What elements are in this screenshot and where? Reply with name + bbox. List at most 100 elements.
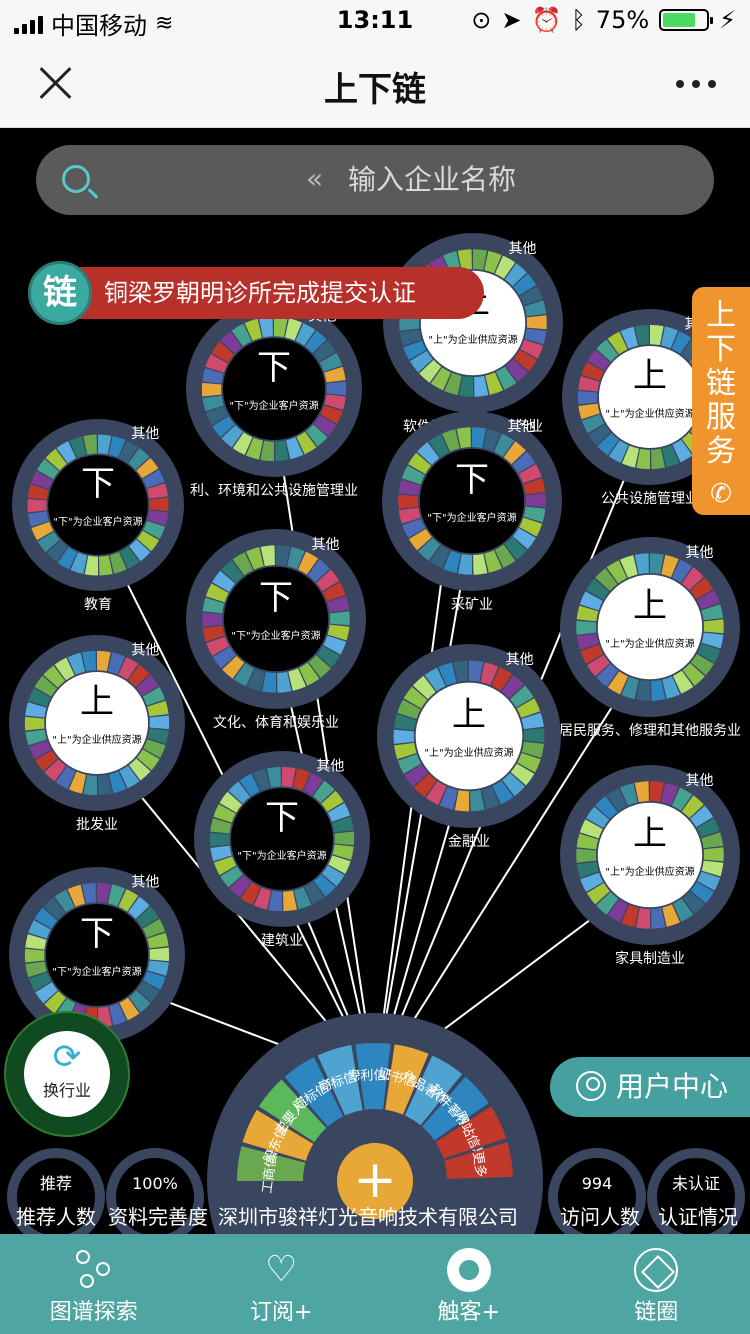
ring-segment[interactable] (305, 330, 327, 353)
ring-segment[interactable] (83, 774, 97, 796)
ring-segment[interactable] (25, 934, 47, 950)
ring-segment[interactable] (524, 328, 547, 345)
ring-segment[interactable] (430, 367, 452, 391)
ring-segment[interactable] (456, 427, 471, 449)
ring-segment[interactable] (393, 729, 415, 744)
ring-segment[interactable] (326, 381, 347, 396)
ring-segment[interactable] (308, 655, 331, 678)
ring-segment[interactable] (580, 872, 604, 892)
ring-segment[interactable] (327, 624, 350, 641)
ring-segment[interactable] (307, 559, 330, 583)
ring-segment[interactable] (107, 884, 126, 907)
ring-segment[interactable] (245, 437, 264, 460)
ring-segment[interactable] (401, 465, 425, 485)
industry-ring[interactable]: 下"下"为企业客户资源其他业 (9, 867, 185, 1065)
ring-segment[interactable] (129, 539, 151, 562)
ring-segment[interactable] (282, 766, 296, 788)
visitors-label[interactable]: 访问人数 (560, 1205, 640, 1229)
hub-segment[interactable] (355, 1043, 391, 1110)
ring-segment[interactable] (607, 671, 629, 695)
ring-segment[interactable] (136, 906, 159, 928)
ring-segment[interactable] (228, 781, 251, 804)
add-button[interactable] (337, 1143, 413, 1219)
ring-segment[interactable] (419, 359, 442, 383)
ring-segment[interactable] (202, 625, 225, 642)
ring-segment[interactable] (287, 546, 305, 570)
hub-segment[interactable] (317, 1045, 363, 1116)
ring-segment[interactable] (662, 445, 680, 468)
ring-segment[interactable] (316, 569, 340, 592)
ring-segment[interactable] (43, 897, 66, 920)
graph-canvas[interactable]: 上"上"为企业供应资源其他软件和信息技术服务业下"下"为企业客户资源其他利、环境… (0, 129, 750, 1234)
ring-segment[interactable] (147, 700, 169, 717)
ring-segment[interactable] (25, 961, 47, 978)
company-hub[interactable]: 工商信息股东信息主要人员商标信用商标信息专利信息证书信息作品著作权软件著作权网站… (207, 1013, 543, 1234)
ring-segment[interactable] (513, 350, 537, 372)
ring-segment[interactable] (277, 671, 292, 693)
chevron-left-icon[interactable]: « (306, 162, 324, 195)
ring-segment[interactable] (408, 528, 432, 551)
ring-segment[interactable] (494, 544, 516, 568)
ring-segment[interactable] (35, 982, 58, 1004)
ring-segment[interactable] (205, 583, 229, 603)
ring-segment[interactable] (586, 806, 610, 828)
ring-segment[interactable] (128, 896, 150, 919)
ring-segment[interactable] (429, 545, 451, 569)
ring-segment[interactable] (233, 663, 255, 687)
ring-segment[interactable] (398, 479, 421, 496)
ring-segment[interactable] (202, 395, 224, 412)
ring-segment[interactable] (320, 405, 343, 424)
ring-segment[interactable] (213, 804, 236, 823)
ring-segment[interactable] (690, 882, 714, 904)
ring-segment[interactable] (510, 685, 534, 708)
ring-segment[interactable] (136, 981, 160, 1003)
ring-segment[interactable] (399, 316, 420, 331)
ring-segment[interactable] (513, 273, 537, 296)
ring-segment[interactable] (328, 855, 351, 874)
ring-segment[interactable] (701, 832, 724, 849)
ring-segment[interactable] (607, 331, 628, 355)
ring-segment[interactable] (286, 437, 304, 460)
ring-segment[interactable] (24, 716, 45, 731)
ring-segment[interactable] (31, 521, 54, 541)
ring-segment[interactable] (297, 551, 319, 575)
ring-segment[interactable] (44, 759, 66, 782)
ring-segment[interactable] (578, 403, 600, 420)
ring-segment[interactable] (327, 802, 351, 822)
ring-segment[interactable] (595, 796, 618, 819)
ring-segment[interactable] (128, 664, 150, 687)
ring-segment[interactable] (661, 782, 679, 806)
ring-segment[interactable] (24, 948, 45, 963)
ring-segment[interactable] (523, 506, 546, 523)
ring-segment[interactable] (443, 550, 461, 574)
ring-segment[interactable] (650, 553, 664, 574)
ring-segment[interactable] (619, 555, 638, 578)
ring-segment[interactable] (119, 546, 140, 569)
ring-segment[interactable] (43, 665, 66, 688)
ring-segment[interactable] (636, 908, 650, 929)
ring-segment[interactable] (512, 528, 536, 550)
ring-segment[interactable] (45, 448, 67, 471)
ring-segment[interactable] (480, 662, 499, 686)
hub-segment[interactable] (385, 1044, 429, 1115)
ring-segment[interactable] (149, 947, 170, 962)
ring-segment[interactable] (268, 890, 282, 912)
ring-segment[interactable] (595, 568, 618, 591)
ring-segment[interactable] (399, 329, 422, 346)
ring-segment[interactable] (221, 560, 244, 583)
ring-segment[interactable] (483, 428, 501, 452)
ring-segment[interactable] (402, 518, 426, 538)
ring-segment[interactable] (438, 662, 457, 686)
ring-segment[interactable] (606, 560, 628, 584)
ring-segment[interactable] (118, 889, 139, 912)
ring-segment[interactable] (202, 597, 225, 614)
switch-industry-inner[interactable]: ⟳ 换行业 (24, 1031, 110, 1117)
switch-industry-button[interactable]: ⟳ 换行业 (4, 1011, 130, 1137)
ring-segment[interactable] (510, 763, 535, 786)
ring-segment[interactable] (453, 660, 468, 683)
ring-segment[interactable] (504, 263, 527, 287)
ring-segment[interactable] (505, 359, 528, 382)
industry-name[interactable]: 教育 (84, 597, 112, 613)
